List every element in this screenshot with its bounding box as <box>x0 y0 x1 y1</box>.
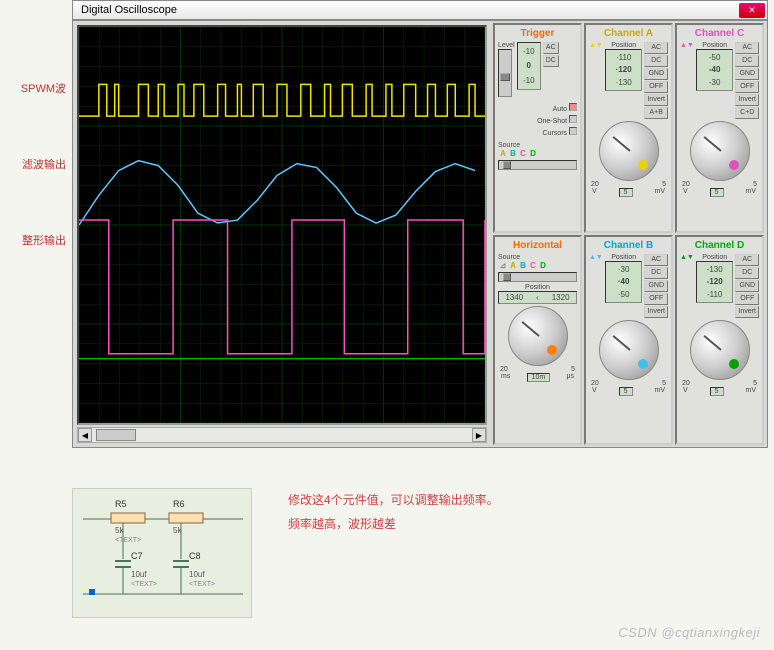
svg-text:10uf: 10uf <box>189 570 205 579</box>
horizontal-title: Horizontal <box>498 240 577 252</box>
note-line-1: 修改这4个元件值，可以调整输出频率。 <box>288 488 499 512</box>
channel-b-title: Channel B <box>589 240 668 252</box>
horiz-position-lcd: 1340‹1320 <box>498 291 577 304</box>
channel-a-vdiv-dial[interactable] <box>599 121 659 181</box>
horiz-position-label: Position <box>498 284 577 291</box>
channel-a-title: Channel A <box>589 28 668 40</box>
trigger-source-letters: ABCD <box>498 149 577 158</box>
channel-c-panel: Channel C ▲▼ Position -50-40-30 ACDCGNDO… <box>675 23 764 233</box>
channel-c-position-lcd: -50-40-30 <box>696 49 734 91</box>
channel-c-coupling[interactable]: ACDCGNDOFFInvertC+D <box>735 42 759 119</box>
oneshot-button[interactable]: One-Shot <box>498 115 577 127</box>
channel-d-panel: Channel D ▲▼ Position -130-120-110 ACDCG… <box>675 235 764 445</box>
trigger-source-slider[interactable] <box>498 160 577 170</box>
label-shape: 整形输出 <box>0 232 72 248</box>
channel-b-panel: Channel B ▲▼ Position ·30·40·50 ACDCGNDO… <box>584 235 673 445</box>
svg-text:C7: C7 <box>131 551 143 561</box>
trigger-lcd: -100-10 <box>517 42 541 90</box>
close-button[interactable]: ✕ <box>739 3 765 18</box>
svg-text:10uf: 10uf <box>131 570 147 579</box>
svg-text:R5: R5 <box>115 499 127 509</box>
horizontal-scrollbar[interactable]: ◀ ▶ <box>77 427 487 443</box>
trigger-level-slider[interactable] <box>498 49 512 97</box>
oscilloscope-screen[interactable] <box>77 25 487 425</box>
channel-d-coupling[interactable]: ACDCGNDOFFInvert <box>735 254 759 318</box>
horiz-source-slider[interactable] <box>498 272 577 282</box>
schematic-snippet: R5 5k <TEXT> R6 5k C7 10uf <TEXT> C8 10uf <TEXT… <box>72 488 252 618</box>
channel-c-title: Channel C <box>680 28 759 40</box>
channel-a-position-lcd: ·110·120·130 <box>605 49 643 91</box>
horizontal-panel: Horizontal Source ⊿ABCD Position 1340‹13… <box>493 235 582 445</box>
svg-text:5k: 5k <box>115 526 124 535</box>
annotation-notes: 修改这4个元件值，可以调整输出频率。 频率越高，波形越差 <box>288 488 499 536</box>
channel-b-position-lcd: ·30·40·50 <box>605 261 643 303</box>
scope-window: Digital Oscilloscope ✕ ◀ ▶ Trigger <box>72 0 768 448</box>
label-filter: 滤波输出 <box>0 156 72 172</box>
svg-text:R6: R6 <box>173 499 185 509</box>
scroll-right-icon[interactable]: ▶ <box>472 428 486 442</box>
channel-d-title: Channel D <box>680 240 759 252</box>
horiz-source-label: Source <box>498 254 577 261</box>
auto-button[interactable]: Auto <box>498 103 577 115</box>
channel-b-coupling[interactable]: ACDCGNDOFFInvert <box>644 254 668 318</box>
channel-a-panel: Channel A ▲▼ Position ·110·120·130 ACDCG… <box>584 23 673 233</box>
trigger-coupling[interactable]: ACDC <box>543 42 559 67</box>
label-spwm: SPWM波 <box>0 80 72 96</box>
svg-text:<TEXT>: <TEXT> <box>131 581 157 588</box>
trigger-source-label: Source <box>498 142 577 149</box>
trigger-panel: Trigger Level -100-10 ACDC <box>493 23 582 233</box>
channel-c-vdiv-dial[interactable] <box>690 121 750 181</box>
level-label: Level <box>498 42 515 49</box>
svg-text:<TEXT>: <TEXT> <box>189 581 215 588</box>
channel-a-coupling[interactable]: ACDCGNDOFFInvertA+B <box>644 42 668 119</box>
horiz-timebase-dial[interactable] <box>508 306 568 366</box>
note-line-2: 频率越高，波形越差 <box>288 512 499 536</box>
watermark: CSDN @cqtianxingkeji <box>618 625 760 640</box>
channel-d-position-lcd: -130-120-110 <box>696 261 734 303</box>
external-labels: SPWM波 滤波输出 整形输出 <box>0 0 72 448</box>
window-title: Digital Oscilloscope <box>81 4 177 16</box>
svg-text:C8: C8 <box>189 551 201 561</box>
channel-d-vdiv-dial[interactable] <box>690 320 750 380</box>
scroll-left-icon[interactable]: ◀ <box>78 428 92 442</box>
trigger-title: Trigger <box>498 28 577 40</box>
scroll-thumb[interactable] <box>96 429 136 441</box>
channel-b-vdiv-dial[interactable] <box>599 320 659 380</box>
horiz-source-letters: ⊿ABCD <box>498 261 577 270</box>
svg-text:5k: 5k <box>173 526 182 535</box>
cursors-button[interactable]: Cursors <box>498 127 577 139</box>
svg-text:<TEXT>: <TEXT> <box>115 537 141 544</box>
titlebar[interactable]: Digital Oscilloscope ✕ <box>72 0 768 20</box>
